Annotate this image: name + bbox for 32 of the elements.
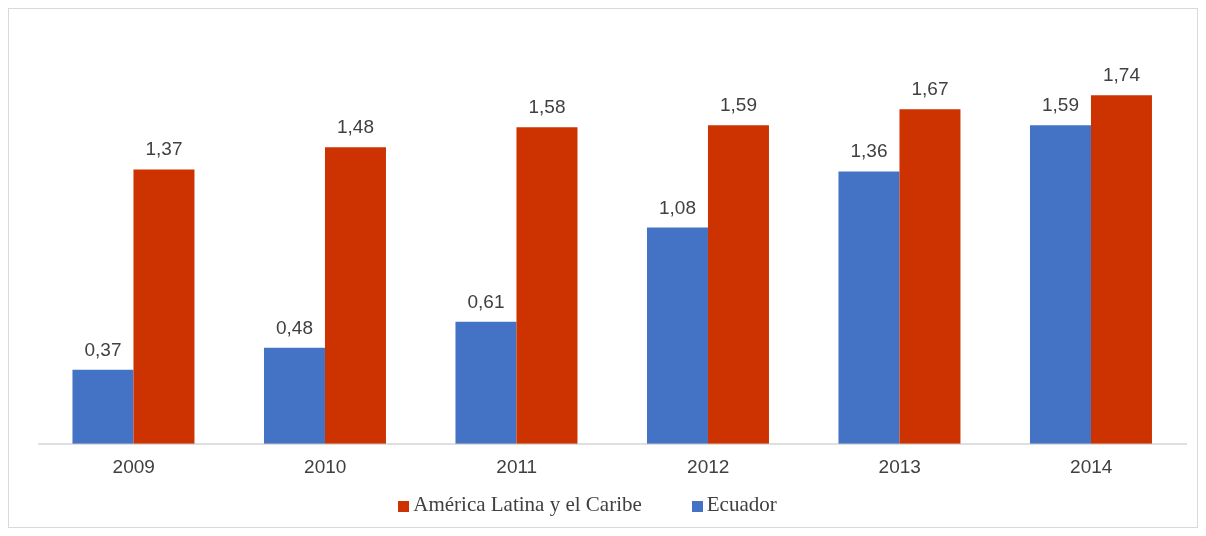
x-tick-label: 2010 (304, 456, 347, 478)
data-label: 0,48 (275, 316, 313, 338)
bar (1090, 95, 1152, 444)
x-tick-label: 2014 (1070, 456, 1113, 478)
data-label: 0,37 (84, 338, 122, 360)
x-tick-label: 2012 (687, 456, 730, 478)
bar (133, 169, 195, 444)
bar (1029, 125, 1091, 444)
bar (707, 125, 769, 444)
legend-label: Ecuador (706, 492, 777, 516)
data-label: 1,37 (145, 138, 183, 160)
bar (72, 369, 134, 444)
data-label: 1,67 (911, 78, 949, 100)
x-tick-label: 2009 (112, 456, 155, 478)
bar (646, 227, 708, 444)
data-label: 1,48 (336, 116, 374, 138)
data-label: 1,74 (1102, 64, 1141, 86)
x-tick-label: 2011 (496, 456, 538, 478)
bar (838, 171, 900, 444)
data-label: 1,08 (658, 196, 696, 218)
bar (516, 127, 578, 444)
bar (263, 347, 325, 444)
bar (899, 109, 961, 444)
data-label: 1,59 (719, 94, 757, 116)
bar (324, 147, 386, 444)
data-label: 1,59 (1041, 94, 1079, 116)
data-label: 0,61 (467, 290, 505, 312)
data-label: 1,58 (528, 96, 566, 118)
bar (455, 321, 517, 444)
data-label: 1,36 (850, 140, 888, 162)
x-tick-label: 2013 (878, 456, 921, 478)
legend-label: América Latina y el Caribe (413, 492, 642, 516)
